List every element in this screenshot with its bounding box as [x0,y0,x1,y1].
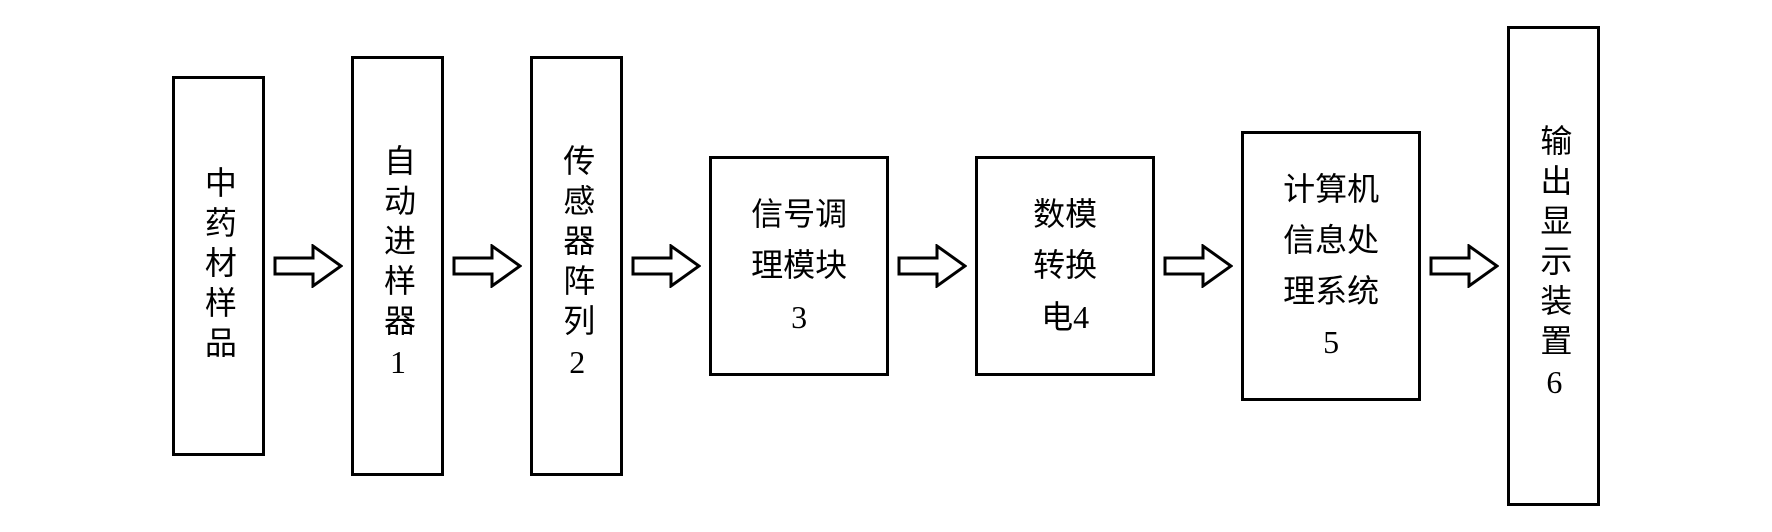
arrow-4 [1163,244,1233,288]
node-sample: 中药材样品 [172,76,265,456]
node-dac: 数模转换电4 [975,156,1155,376]
node-output-display: 输出显示装置6 [1507,26,1600,506]
arrow-5 [1429,244,1499,288]
arrow-2 [631,244,701,288]
arrow-0 [273,244,343,288]
flowchart-container: 中药材样品 自动进样器1 传感器阵列2 信号调理模块3 数模转换电4 计算机信息… [172,26,1601,506]
node-signal-conditioning: 信号调理模块3 [709,156,889,376]
node-autosampler: 自动进样器1 [351,56,444,476]
arrow-3 [897,244,967,288]
node-computer-processing: 计算机信息处理系统5 [1241,131,1421,402]
node-sensor-array: 传感器阵列2 [530,56,623,476]
arrow-1 [452,244,522,288]
